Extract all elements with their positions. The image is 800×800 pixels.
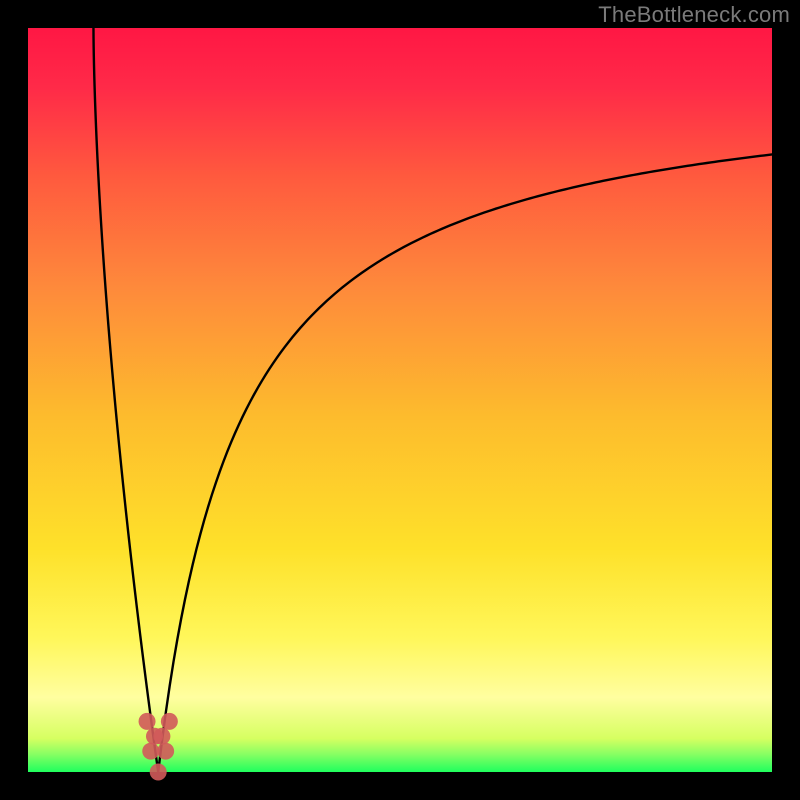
curve-marker	[161, 713, 178, 730]
watermark-label: TheBottleneck.com	[598, 2, 790, 28]
curve-marker	[153, 728, 170, 745]
curve-marker	[157, 743, 174, 760]
curve-marker	[142, 743, 159, 760]
curve-marker	[150, 764, 167, 781]
chart-container: TheBottleneck.com	[0, 0, 800, 800]
curve-marker	[139, 713, 156, 730]
chart-background	[28, 28, 772, 772]
bottleneck-chart	[0, 0, 800, 800]
